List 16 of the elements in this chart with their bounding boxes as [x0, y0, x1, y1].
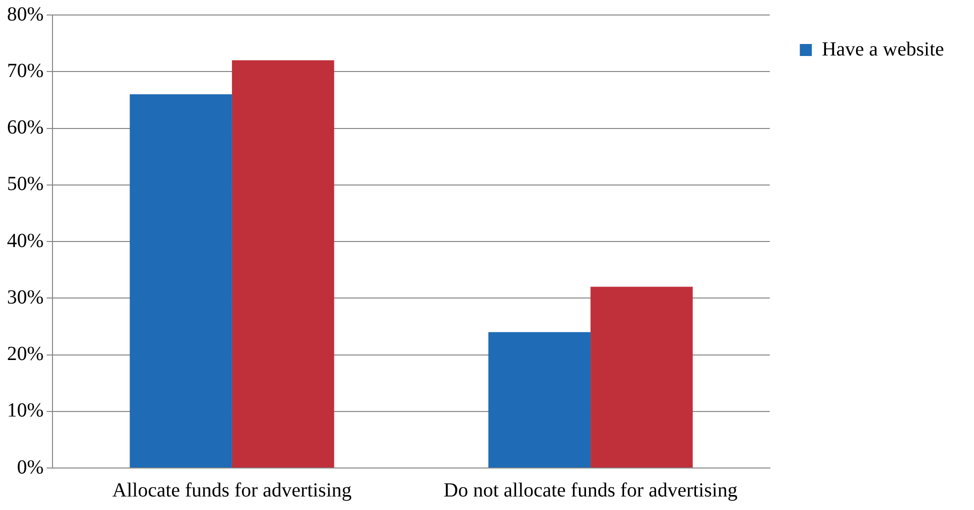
y-tick-label: 70% — [6, 60, 44, 82]
y-tick-label: 80% — [6, 3, 44, 26]
bar — [488, 332, 591, 468]
y-tick-label: 50% — [6, 173, 44, 196]
x-tick-label: Do not allocate funds for advertising — [444, 479, 738, 502]
y-tick-label: 60% — [6, 116, 44, 138]
y-tick-label: 0% — [16, 456, 44, 478]
x-tick-label: Allocate funds for advertising — [112, 479, 352, 502]
legend-label: Have a website — [822, 38, 944, 60]
y-tick-label: 10% — [6, 400, 44, 422]
bar — [232, 60, 334, 468]
y-tick-label: 40% — [6, 230, 44, 252]
y-tick-label: 30% — [6, 286, 44, 308]
y-tick-label: 20% — [6, 343, 44, 365]
bar — [590, 286, 693, 468]
bar — [130, 94, 232, 468]
